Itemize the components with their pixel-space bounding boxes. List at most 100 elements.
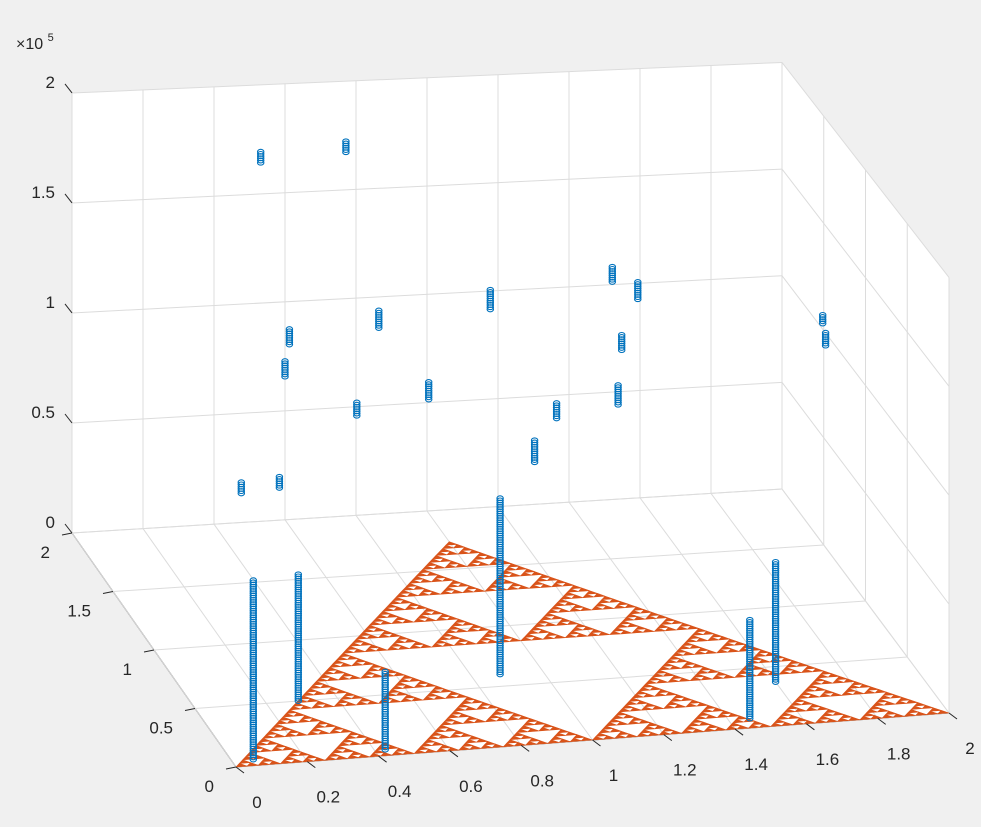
z-tick-label: 2 <box>46 73 55 92</box>
data-point <box>496 497 504 504</box>
data-point <box>353 401 361 408</box>
data-point <box>275 476 284 482</box>
data-point <box>552 402 561 409</box>
y-tick-label: 0 <box>205 777 214 796</box>
data-point <box>285 326 294 333</box>
x-tick-mark <box>806 723 815 731</box>
data-point <box>496 495 504 502</box>
tick-labels: 0 0.2 0.4 0.6 0.8 1 1.2 1.4 1.6 1.8 2 0 0.5 1 1.5 2 0 0.5… <box>31 73 974 812</box>
data-point <box>375 307 383 314</box>
y-tick-label: 1.5 <box>67 602 91 621</box>
data-column <box>608 263 617 285</box>
x-tick-label: 1.2 <box>673 761 697 780</box>
x-tick-mark <box>378 755 387 763</box>
grid-line <box>781 168 950 387</box>
floor-plane <box>72 489 949 767</box>
data-point <box>821 331 830 338</box>
sierpinski-triangle <box>235 541 950 768</box>
z-tick-mark <box>64 193 73 204</box>
y-tick-mark <box>61 532 73 536</box>
x-tick-label: 1.8 <box>887 744 911 763</box>
data-point <box>281 360 289 367</box>
y-tick-mark <box>143 649 155 653</box>
grid-line <box>71 61 783 94</box>
data-point <box>617 331 626 338</box>
z-tick-label: 0.5 <box>31 403 55 422</box>
data-column <box>275 473 284 491</box>
x-tick-mark <box>877 718 887 725</box>
data-point <box>614 384 622 391</box>
data-column <box>552 400 561 422</box>
data-column <box>424 379 433 403</box>
data-point <box>294 571 303 578</box>
x-tick-label: 0 <box>252 793 261 812</box>
data-column <box>771 558 780 685</box>
data-column <box>342 138 350 156</box>
x-tick-label: 1 <box>609 766 618 785</box>
data-point <box>552 400 561 407</box>
z-tick-label: 1 <box>46 293 55 312</box>
x-tick-label: 0.2 <box>316 788 340 807</box>
data-point <box>614 382 622 389</box>
x-tick-mark <box>734 728 744 736</box>
data-point <box>821 329 830 336</box>
data-point <box>818 311 827 318</box>
data-point <box>530 437 539 444</box>
x-tick-mark <box>592 739 601 747</box>
x-tick-label: 1.6 <box>816 750 840 769</box>
data-point <box>608 263 617 270</box>
data-column <box>381 668 389 753</box>
data-column <box>746 616 754 722</box>
x-tick-mark <box>520 745 530 752</box>
data-column <box>530 437 539 466</box>
data-point <box>342 138 350 145</box>
grid-line <box>781 275 950 496</box>
y-tick-mark <box>225 766 237 770</box>
data-point <box>634 279 642 285</box>
z-tick-mark <box>64 523 73 534</box>
data-point <box>746 616 754 623</box>
data-column <box>249 577 258 763</box>
z-tick-label: 1.5 <box>31 183 55 202</box>
x-tick-label: 1.4 <box>744 755 768 774</box>
data-point <box>486 289 495 295</box>
data-column <box>486 286 495 313</box>
data-point <box>342 140 350 147</box>
x-tick-mark <box>306 761 316 768</box>
data-point <box>281 358 289 365</box>
data-point <box>634 281 642 288</box>
z-tick-label: 0 <box>46 513 55 532</box>
x-tick-mark <box>948 712 958 720</box>
data-column <box>496 495 504 678</box>
data-point <box>375 309 383 316</box>
data-point <box>818 314 827 320</box>
data-point <box>381 670 389 677</box>
y-tick-mark <box>184 708 196 711</box>
data-point <box>256 150 265 157</box>
x-tick-mark <box>663 734 673 741</box>
data-column <box>256 148 265 166</box>
data-column <box>617 331 626 354</box>
grid-line <box>781 382 950 605</box>
x-tick-label: 0.4 <box>388 782 412 801</box>
data-point <box>256 148 265 155</box>
data-point <box>771 558 780 565</box>
grid-line <box>112 544 824 592</box>
data-point <box>353 399 361 406</box>
x-tick-label: 0.8 <box>530 771 554 790</box>
fractal-floor <box>235 541 950 768</box>
data-column <box>285 326 294 348</box>
z-tick-mark <box>64 83 73 94</box>
grid-line <box>71 381 783 424</box>
data-point <box>275 473 284 480</box>
axes-box <box>71 62 950 768</box>
data-point <box>294 573 303 580</box>
grid-line <box>71 275 783 314</box>
data-point <box>237 481 246 488</box>
data-point <box>746 619 754 625</box>
data-column <box>237 479 246 497</box>
y-tick-mark <box>102 591 114 594</box>
data-point <box>285 328 294 335</box>
data-column <box>353 399 361 419</box>
